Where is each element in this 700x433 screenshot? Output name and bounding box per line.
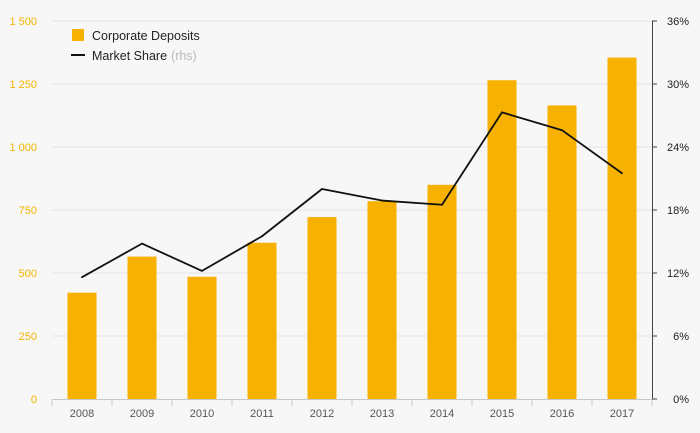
legend-label-market-share: Market Share (rhs) bbox=[92, 49, 197, 63]
market-share-point-2009 bbox=[141, 242, 143, 245]
bars bbox=[67, 57, 637, 400]
legend-swatch-corporate-deposits bbox=[72, 29, 84, 41]
bar-2016 bbox=[547, 105, 577, 400]
y-left-tick-label: 750 bbox=[19, 205, 37, 217]
market-share-point-2011 bbox=[261, 235, 263, 238]
y-right-tick-label: 36% bbox=[667, 16, 689, 28]
y-axis-right: 0% 6% 12% 18% 24% 30% 36% bbox=[652, 16, 689, 406]
bar-2010 bbox=[187, 276, 217, 399]
legend-label-market-share-name: Market Share bbox=[92, 49, 167, 63]
y-right-tick-label: 18% bbox=[667, 205, 689, 217]
x-tick-label-2016: 2016 bbox=[550, 408, 574, 420]
y-right-tick-label: 30% bbox=[667, 79, 689, 91]
x-tick-label-2008: 2008 bbox=[70, 408, 94, 420]
y-left-tick-label: 1 500 bbox=[9, 16, 37, 28]
y-right-tick-label: 0% bbox=[673, 394, 689, 406]
y-left-tick-label: 500 bbox=[19, 268, 37, 280]
market-share-point-2016 bbox=[561, 129, 563, 132]
legend-label-market-share-note: (rhs) bbox=[171, 49, 197, 63]
bar-2014 bbox=[427, 184, 457, 399]
y-axis-left: 0 250 500 750 1 000 1 250 1 500 bbox=[9, 16, 37, 406]
x-tick-label-2012: 2012 bbox=[310, 408, 334, 420]
legend: Corporate Deposits Market Share (rhs) bbox=[71, 29, 200, 63]
bar-2015 bbox=[487, 80, 517, 399]
market-share-point-2014 bbox=[441, 203, 443, 206]
y-left-tick-label: 0 bbox=[31, 394, 37, 406]
x-tick-label-2014: 2014 bbox=[430, 408, 454, 420]
y-left-tick-label: 250 bbox=[19, 331, 37, 343]
x-axis: 2008 2009 2010 2011 2012 2013 2014 2015 2016 2017 bbox=[51, 399, 653, 420]
x-tick-label-2009: 2009 bbox=[130, 408, 154, 420]
market-share-point-2013 bbox=[381, 199, 383, 202]
x-tick-label-2015: 2015 bbox=[490, 408, 514, 420]
market-share-point-2010 bbox=[201, 270, 203, 272]
y-right-tick-label: 6% bbox=[673, 331, 689, 343]
x-tick-label-2013: 2013 bbox=[370, 408, 394, 420]
y-left-tick-label: 1 250 bbox=[9, 79, 37, 91]
y-right-tick-label: 12% bbox=[667, 268, 689, 280]
bar-2009 bbox=[127, 256, 157, 399]
bar-2017 bbox=[607, 57, 637, 399]
market-share-point-2015 bbox=[501, 111, 503, 114]
bar-2008 bbox=[67, 292, 97, 399]
market-share-point-2012 bbox=[321, 188, 323, 190]
bar-2011 bbox=[247, 242, 277, 399]
market-share-point-2008 bbox=[81, 276, 83, 279]
x-tick-label-2017: 2017 bbox=[610, 408, 634, 420]
market-share-line bbox=[81, 111, 623, 278]
bar-2013 bbox=[367, 201, 397, 399]
market-share-point-2017 bbox=[621, 172, 623, 175]
legend-label-corporate-deposits: Corporate Deposits bbox=[92, 29, 200, 43]
market-share-line-group bbox=[81, 111, 623, 279]
y-left-tick-label: 1 000 bbox=[9, 142, 37, 154]
bar-2012 bbox=[307, 217, 337, 399]
x-tick-label-2010: 2010 bbox=[190, 408, 214, 420]
y-right-tick-label: 24% bbox=[667, 142, 689, 154]
x-tick-label-2011: 2011 bbox=[250, 408, 274, 420]
